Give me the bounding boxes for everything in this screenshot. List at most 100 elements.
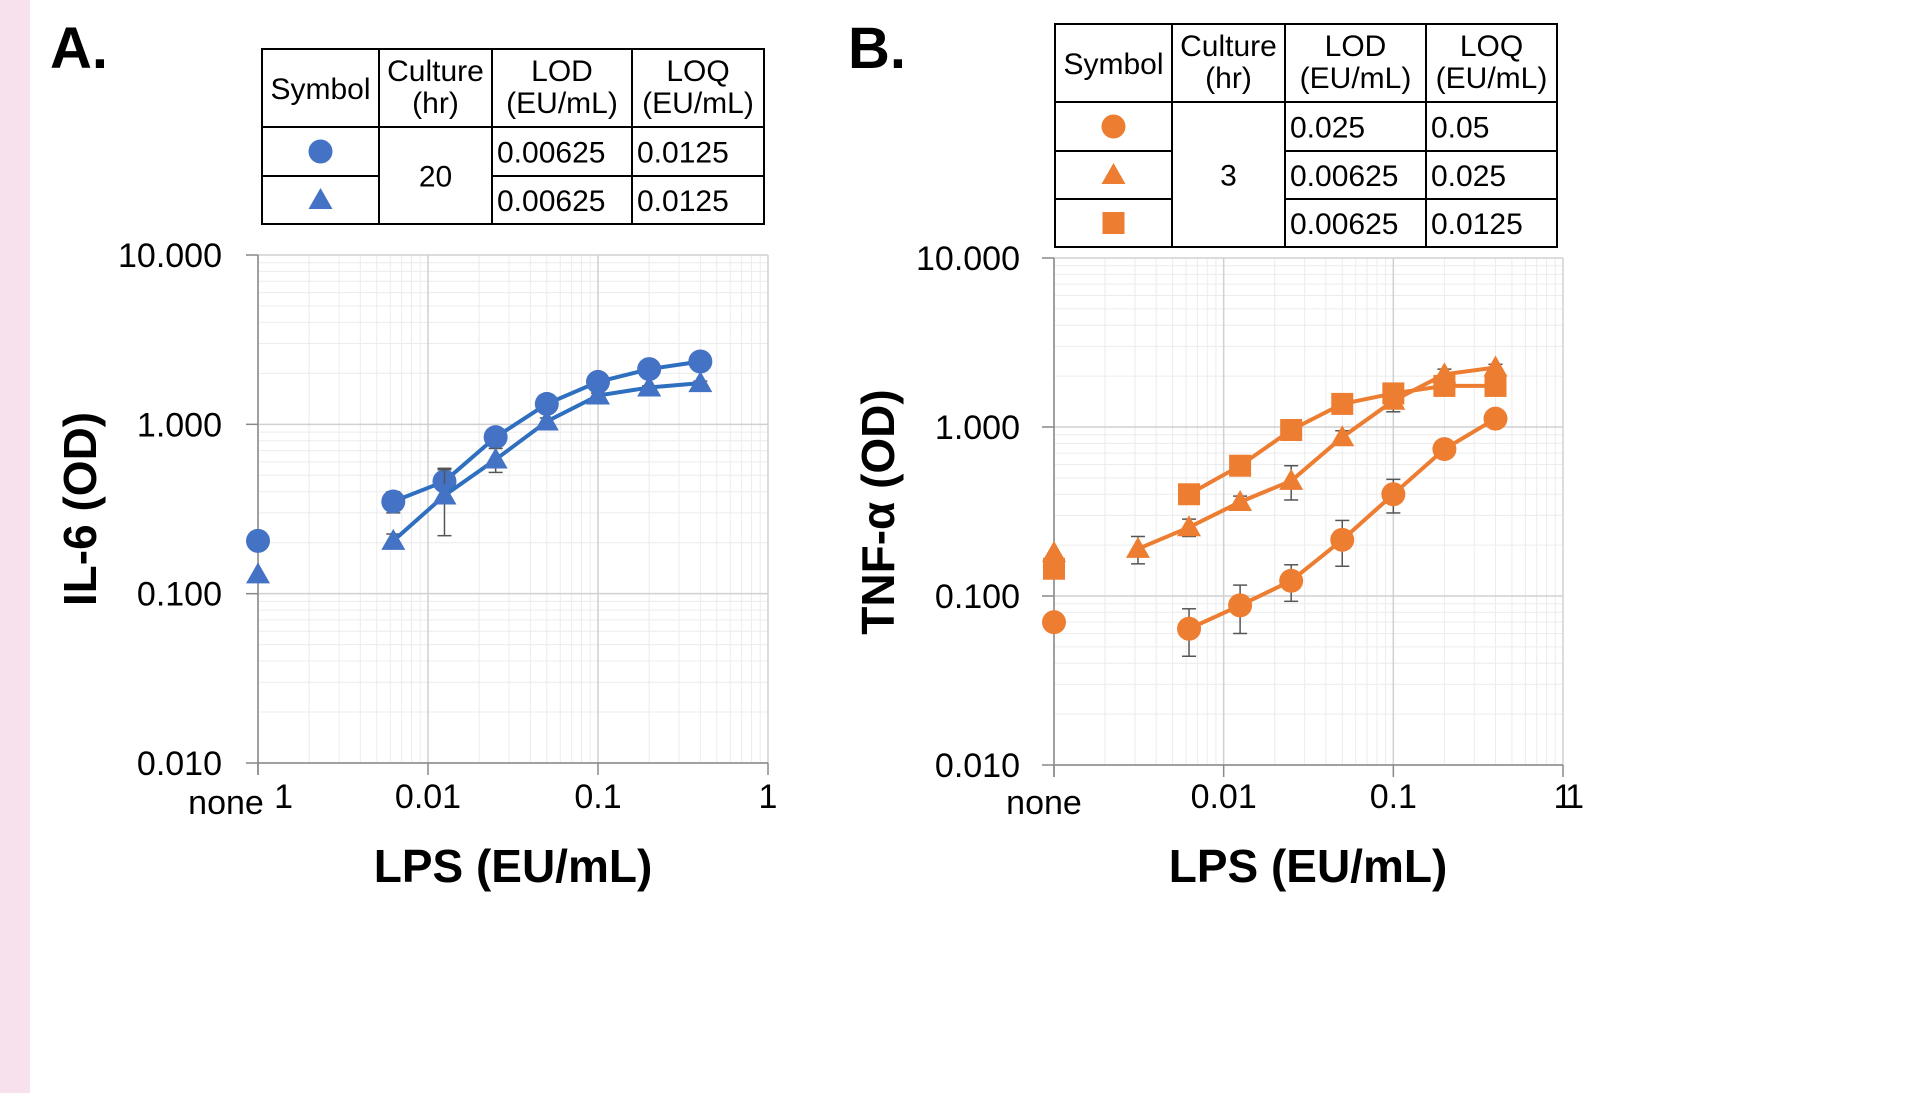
data-point-circle [1432, 437, 1457, 462]
table-header: LOD (EU/mL) [506, 55, 618, 120]
data-point-circle [637, 357, 662, 382]
grid [257, 254, 769, 764]
table-header: Culture (hr) [387, 55, 484, 120]
table-culture-value: 3 [1220, 160, 1237, 193]
y-tick-label: 0.010 [935, 747, 1020, 785]
x-tick-label: 1 [1554, 778, 1573, 816]
x-tick-label: 0.001 [1499, 778, 1584, 816]
side-strip [0, 0, 30, 1093]
y-tick-label: 0.100 [137, 576, 222, 614]
data-point-square [1484, 374, 1507, 397]
legend-table: Symbol Culture (hr) LOD (EU/mL) LOQ (EU/mL) 3 0.… [1054, 23, 1558, 248]
data-point-circle [586, 369, 610, 394]
data-point-circle [1381, 482, 1406, 507]
data-point-triangle [483, 447, 508, 469]
y-tick-label: 1.000 [137, 406, 222, 444]
table-lod-value: 0.00625 [497, 137, 605, 170]
y-tick-label: 10.000 [916, 240, 1020, 278]
y-tick-label: 0.010 [137, 745, 222, 783]
data-point-square [1433, 374, 1456, 397]
table-loq-value: 0.0125 [637, 185, 729, 218]
data-point-triangle [1279, 468, 1304, 490]
table-lod-value: 0.00625 [497, 185, 605, 218]
x-tick-label: none [188, 784, 264, 822]
y-axis-title: TNF-α (OD) [852, 389, 904, 634]
data-point-circle [1228, 593, 1253, 618]
table-header-line: (hr) [1205, 62, 1252, 95]
table-loq-value: 0.05 [1431, 112, 1489, 145]
data-point-square [1178, 483, 1201, 506]
table-header-line: LOQ [666, 55, 729, 88]
y-tick-label: 10.000 [118, 237, 222, 275]
data-point-triangle [637, 375, 662, 397]
table-header-line: (EU/mL) [642, 87, 754, 120]
data-point-circle [1177, 616, 1202, 641]
table-header: LOQ (EU/mL) [642, 55, 754, 120]
series-circle [1042, 406, 1508, 658]
y-tick-label: 0.100 [935, 578, 1020, 616]
table-header-line: (EU/mL) [506, 87, 618, 120]
x-axis-title: LPS (EU/mL) [374, 840, 653, 892]
table-loq-value: 0.0125 [637, 137, 729, 170]
data-point-square [1331, 392, 1354, 415]
table-border [1054, 23, 1558, 248]
data-point-none-square [1043, 557, 1065, 580]
data-point-circle [1483, 406, 1508, 431]
table-header-line: Symbol [270, 73, 370, 106]
y-axis-title: IL-6 (OD) [54, 412, 106, 606]
data-point-none-circle [246, 528, 270, 553]
table-header: LOQ (EU/mL) [1436, 30, 1548, 95]
table-header: LOD (EU/mL) [1300, 30, 1412, 95]
table-loq-value: 0.0125 [1431, 208, 1523, 241]
series-triangle [246, 371, 713, 584]
table-header: Symbol [1063, 48, 1163, 81]
data-point-circle [1330, 527, 1355, 552]
panel-label: B. [848, 16, 906, 81]
x-tick-label: 0.01 [395, 778, 461, 816]
table-symbol-square [1102, 212, 1125, 234]
series-square [1043, 374, 1507, 580]
data-point-triangle [586, 383, 610, 405]
data-point-square [1382, 382, 1405, 405]
data-point-triangle [1483, 355, 1508, 377]
table-header-line: Culture [1180, 30, 1277, 63]
table-symbol-circle [308, 139, 333, 164]
table-symbol-triangle [1101, 163, 1126, 184]
table-symbol-triangle [308, 188, 333, 209]
data-point-circle [688, 349, 713, 374]
data-point-triangle [688, 371, 713, 393]
x-tick-label: 0.01 [1191, 778, 1257, 816]
table-loq-value: 0.025 [1431, 160, 1506, 193]
data-point-none-triangle [1042, 540, 1066, 562]
x-tick-label: 0.1 [574, 778, 621, 816]
x-axis-title: LPS (EU/mL) [1169, 840, 1448, 892]
panel-label: A. [50, 16, 108, 81]
table-lod-value: 0.025 [1290, 112, 1365, 145]
x-tick-label: 0.1 [1370, 778, 1417, 816]
table-header-line: LOD [531, 55, 593, 88]
data-point-triangle [534, 409, 559, 431]
table-border [261, 48, 765, 225]
data-point-circle [381, 489, 406, 514]
x-tick-label: 1 [759, 778, 778, 816]
data-point-triangle [1228, 489, 1253, 511]
data-point-triangle [381, 528, 406, 550]
data-point-triangle [1177, 515, 1202, 537]
table-header-line: Symbol [1063, 48, 1163, 81]
table-lod-value: 0.00625 [1290, 208, 1398, 241]
data-point-triangle [432, 483, 457, 505]
x-tick-label: 0.001 [208, 778, 293, 816]
table-symbol-circle [1101, 114, 1126, 139]
table-culture-value: 20 [419, 161, 452, 194]
data-point-triangle [1330, 425, 1355, 447]
data-point-none-circle [1042, 610, 1066, 635]
x-tick-label: none [1006, 784, 1082, 822]
table-header-line: (hr) [412, 87, 459, 120]
data-point-circle [534, 391, 559, 416]
table-header-line: LOQ [1460, 30, 1523, 63]
data-point-circle [1279, 568, 1304, 593]
